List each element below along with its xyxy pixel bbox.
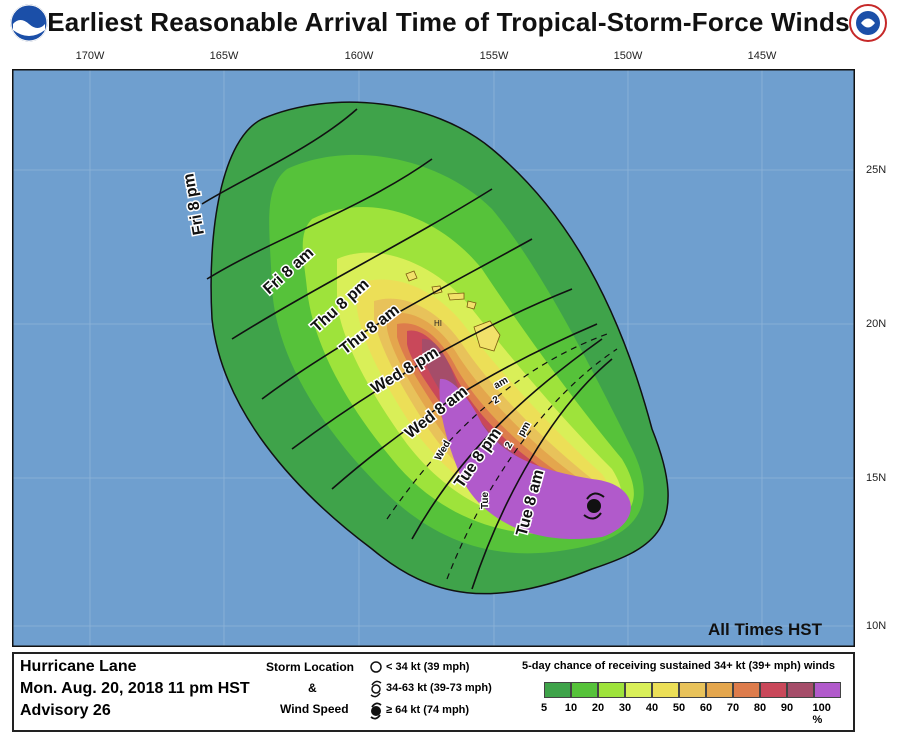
wind-class-34-63: 34-63 kt (39-73 mph): [386, 682, 492, 694]
ampersand-label: &: [308, 681, 317, 695]
arrival-isochrones: [201, 108, 613, 590]
scale-swatch: [544, 682, 571, 698]
scale-swatch: [733, 682, 760, 698]
latitude-label: 15N: [866, 472, 887, 484]
latitude-label: 25N: [866, 164, 887, 176]
isochrone-label-tue: Tue: [480, 492, 491, 509]
scale-tick-label: 60: [699, 702, 713, 714]
scale-tick-label: 50: [672, 702, 686, 714]
wind-class-below-34: < 34 kt (39 mph): [386, 661, 470, 673]
longitude-label: 155W: [479, 50, 509, 62]
scale-tick-label: 90: [780, 702, 794, 714]
hurricane-icon: [370, 702, 382, 720]
scale-swatch: [652, 682, 679, 698]
scale-swatch: [679, 682, 706, 698]
advisory-number: Advisory 26: [20, 702, 111, 719]
scale-tick-label: 10: [564, 702, 578, 714]
longitude-label: 145W: [747, 50, 777, 62]
map-canvas: HI Fri 8 pm Fri 8 am Thu 8 pm Thu 8 am W…: [12, 69, 855, 647]
hawaii-islands: [405, 270, 501, 352]
scale-tick-label: 5: [540, 702, 548, 714]
scale-tick-label: 70: [726, 702, 740, 714]
wind-speed-label: Wind Speed: [280, 702, 349, 716]
issue-time: Mon. Aug. 20, 2018 11 pm HST: [20, 680, 250, 697]
scale-swatch: [814, 682, 841, 698]
wind-probability-field: [210, 101, 669, 595]
scale-tick-label: 100 %: [812, 702, 831, 726]
probability-scale-title: 5-day chance of receiving sustained 34+ …: [522, 660, 835, 672]
scale-tick-label: 20: [591, 702, 605, 714]
longitude-label: 150W: [613, 50, 643, 62]
longitude-label: 165W: [209, 50, 239, 62]
scale-tick-label: 30: [618, 702, 632, 714]
scale-swatch: [598, 682, 625, 698]
wind-class-64-plus: ≥ 64 kt (74 mph): [386, 704, 470, 716]
national-weather-service-logo: [849, 4, 887, 47]
scale-swatch: [625, 682, 652, 698]
map-border: [12, 69, 855, 647]
scale-swatch: [571, 682, 598, 698]
scale-swatch: [787, 682, 814, 698]
hurricane-symbol-icon: [583, 492, 605, 520]
scale-swatch: [706, 682, 733, 698]
time-zone-note: All Times HST: [708, 620, 822, 639]
noaa-logo: [10, 4, 48, 47]
latitude-label: 10N: [866, 620, 887, 632]
map-title: Earliest Reasonable Arrival Time of Trop…: [47, 6, 850, 37]
longitude-label: 160W: [344, 50, 374, 62]
intermediate-isochrones: [386, 333, 618, 580]
scale-swatch: [760, 682, 787, 698]
scale-tick-label: 40: [645, 702, 659, 714]
tropical-storm-icon: [370, 680, 382, 698]
storm-location-label: Storm Location: [266, 660, 355, 674]
hawaii-label: HI: [434, 319, 442, 328]
storm-symbols: [370, 661, 382, 720]
scale-tick-label: 80: [753, 702, 767, 714]
latitude-label: 20N: [866, 318, 887, 330]
tropical-depression-icon: [370, 661, 382, 673]
longitude-label: 170W: [75, 50, 105, 62]
storm-name: Hurricane Lane: [20, 658, 137, 675]
legend-panel: Hurricane Lane Mon. Aug. 20, 2018 11 pm …: [12, 652, 855, 732]
